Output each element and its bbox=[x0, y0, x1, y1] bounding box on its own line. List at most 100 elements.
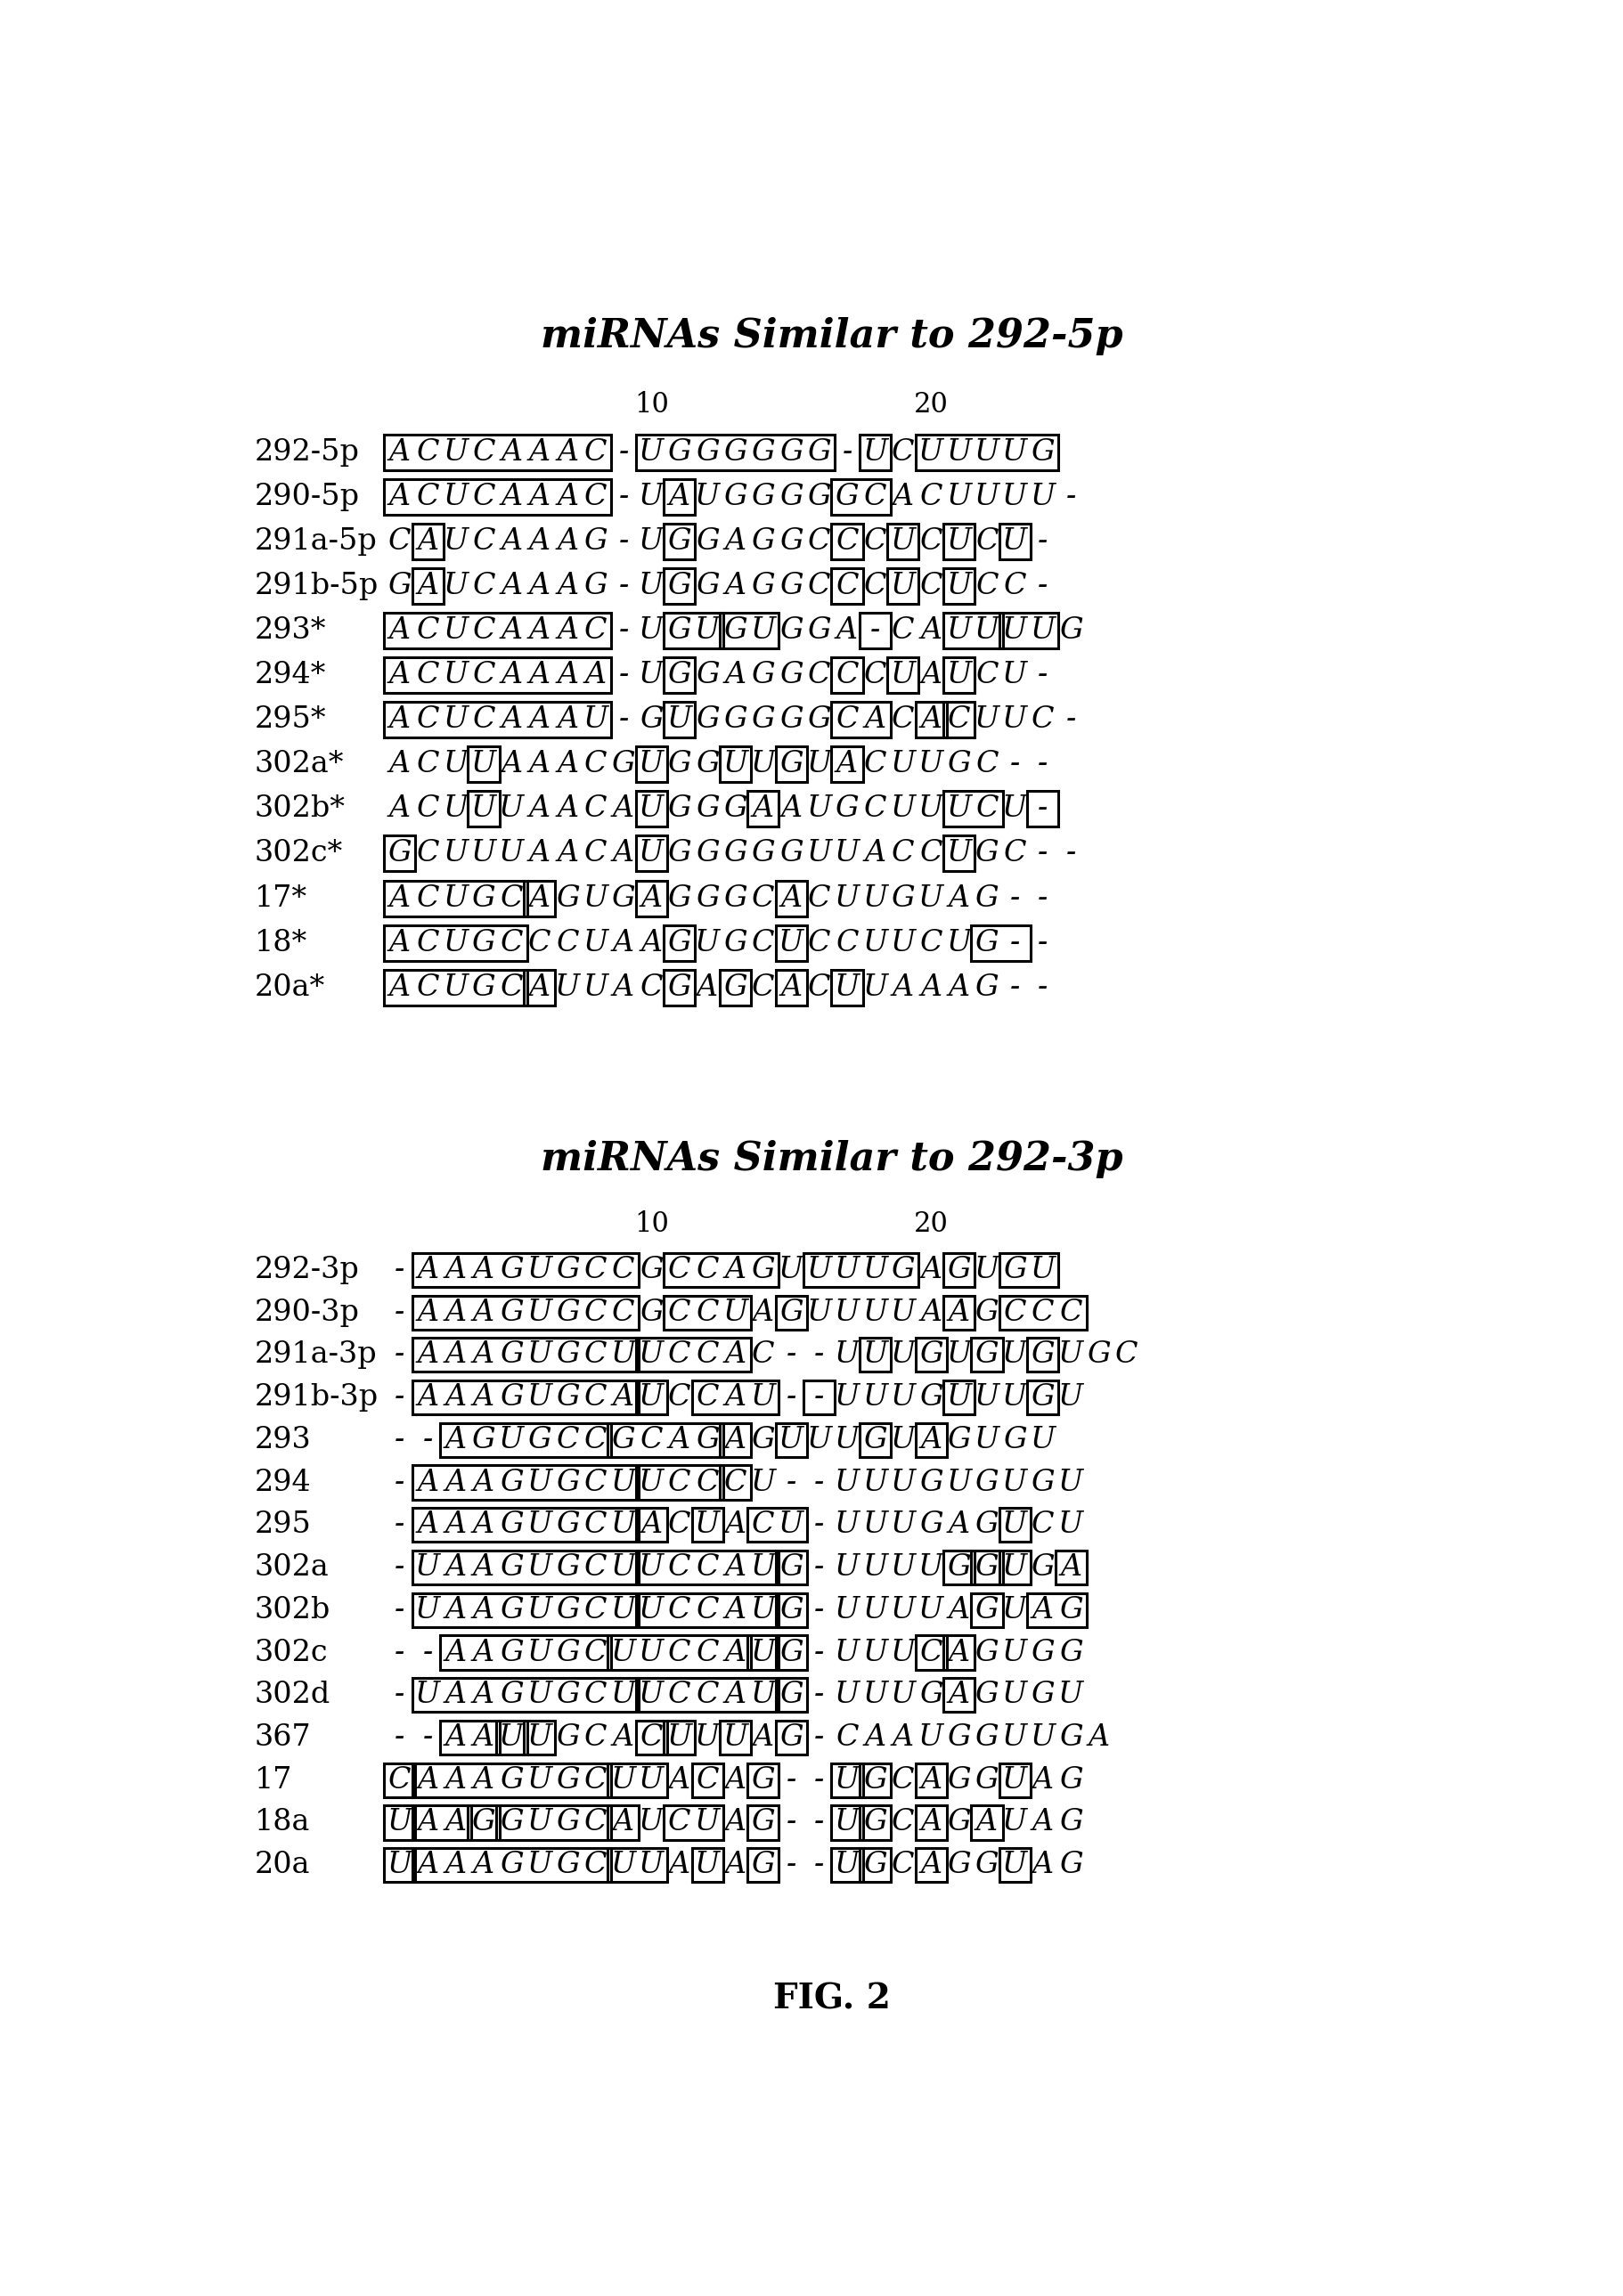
Text: U: U bbox=[751, 1639, 776, 1667]
Text: C: C bbox=[612, 1256, 635, 1283]
Bar bbox=[831, 1763, 863, 1798]
Text: C: C bbox=[639, 974, 662, 1001]
Text: G: G bbox=[696, 528, 719, 556]
Text: U: U bbox=[891, 572, 915, 602]
Text: G: G bbox=[500, 1809, 524, 1837]
Text: FIG. 2: FIG. 2 bbox=[773, 1981, 891, 2016]
Bar bbox=[412, 523, 443, 560]
Text: U: U bbox=[891, 1467, 915, 1497]
Text: G: G bbox=[975, 1681, 998, 1708]
Text: G: G bbox=[696, 884, 719, 912]
Text: U: U bbox=[834, 1639, 860, 1667]
Text: A: A bbox=[641, 884, 662, 912]
Text: U: U bbox=[891, 1639, 915, 1667]
Text: G: G bbox=[948, 1766, 971, 1795]
Text: G: G bbox=[919, 1467, 943, 1497]
Bar bbox=[412, 1508, 639, 1543]
Text: -: - bbox=[1010, 751, 1019, 778]
Text: -: - bbox=[394, 1256, 404, 1283]
Text: G: G bbox=[724, 974, 747, 1001]
Bar bbox=[943, 1678, 975, 1713]
Text: C: C bbox=[696, 1639, 719, 1667]
Text: A: A bbox=[669, 1766, 690, 1795]
Text: G: G bbox=[555, 1382, 579, 1412]
Text: A: A bbox=[1032, 1596, 1053, 1623]
Text: A: A bbox=[417, 528, 438, 556]
Text: -: - bbox=[394, 1681, 404, 1708]
Text: U: U bbox=[639, 1596, 664, 1623]
Text: G: G bbox=[724, 928, 747, 957]
Text: U: U bbox=[751, 1681, 776, 1708]
Text: C: C bbox=[639, 1724, 662, 1752]
Text: U: U bbox=[500, 794, 524, 824]
Text: A: A bbox=[417, 1766, 438, 1795]
Text: A: A bbox=[390, 705, 411, 735]
Text: C: C bbox=[584, 439, 607, 466]
Text: 18*: 18* bbox=[255, 928, 307, 957]
Text: -: - bbox=[618, 618, 628, 645]
Text: C: C bbox=[417, 482, 440, 512]
Text: U: U bbox=[527, 1681, 552, 1708]
Text: A: A bbox=[557, 618, 578, 645]
Text: U: U bbox=[722, 751, 748, 778]
Text: -: - bbox=[1037, 974, 1048, 1001]
Text: G: G bbox=[555, 884, 579, 912]
Text: A: A bbox=[753, 794, 774, 824]
Bar bbox=[609, 1805, 639, 1839]
Text: G: G bbox=[500, 1851, 524, 1880]
Text: -: - bbox=[394, 1639, 404, 1667]
Text: U: U bbox=[388, 1809, 412, 1837]
Text: G: G bbox=[948, 1809, 971, 1837]
Text: A: A bbox=[613, 928, 635, 957]
Text: U: U bbox=[443, 618, 469, 645]
Text: U: U bbox=[527, 1256, 552, 1283]
Text: U: U bbox=[891, 1596, 915, 1623]
Text: -: - bbox=[1037, 794, 1048, 824]
Text: U: U bbox=[443, 572, 469, 602]
Text: 290-3p: 290-3p bbox=[255, 1297, 360, 1327]
Text: A: A bbox=[613, 840, 635, 868]
Text: A: A bbox=[529, 840, 550, 868]
Text: C: C bbox=[557, 1426, 579, 1453]
Text: A: A bbox=[920, 1851, 941, 1880]
Text: A: A bbox=[502, 572, 523, 602]
Text: A: A bbox=[502, 528, 523, 556]
Text: A: A bbox=[529, 572, 550, 602]
Bar bbox=[748, 1635, 779, 1669]
Bar bbox=[915, 1635, 946, 1669]
Text: G: G bbox=[891, 884, 915, 912]
Text: U: U bbox=[639, 1766, 664, 1795]
Bar bbox=[636, 1593, 779, 1628]
Text: A: A bbox=[641, 928, 662, 957]
Text: A: A bbox=[613, 974, 635, 1001]
Bar bbox=[440, 1720, 500, 1754]
Text: A: A bbox=[529, 751, 550, 778]
Text: -: - bbox=[394, 1596, 404, 1623]
Text: G: G bbox=[779, 705, 803, 735]
Text: miRNAs Similar to 292-5p: miRNAs Similar to 292-5p bbox=[540, 317, 1123, 356]
Bar bbox=[776, 746, 807, 783]
Text: C: C bbox=[696, 1256, 719, 1283]
Text: A: A bbox=[417, 1809, 438, 1837]
Text: A: A bbox=[417, 1341, 438, 1368]
Bar bbox=[803, 1254, 919, 1286]
Text: miRNAs Similar to 292-3p: miRNAs Similar to 292-3p bbox=[540, 1139, 1123, 1178]
Text: 20: 20 bbox=[914, 1210, 948, 1238]
Bar bbox=[831, 1848, 863, 1883]
Text: 302c*: 302c* bbox=[255, 840, 342, 868]
Text: U: U bbox=[862, 1596, 888, 1623]
Text: G: G bbox=[472, 1426, 495, 1453]
Text: A: A bbox=[948, 974, 969, 1001]
Text: A: A bbox=[753, 1297, 774, 1327]
Text: U: U bbox=[639, 840, 664, 868]
Text: G: G bbox=[779, 751, 803, 778]
Text: C: C bbox=[808, 661, 831, 689]
Bar bbox=[385, 969, 527, 1006]
Text: -: - bbox=[786, 1766, 797, 1795]
Bar bbox=[636, 836, 667, 872]
Text: C: C bbox=[584, 1851, 607, 1880]
Text: A: A bbox=[724, 1341, 747, 1368]
Text: -: - bbox=[394, 1467, 404, 1497]
Text: U: U bbox=[862, 439, 888, 466]
Text: A: A bbox=[948, 1681, 969, 1708]
